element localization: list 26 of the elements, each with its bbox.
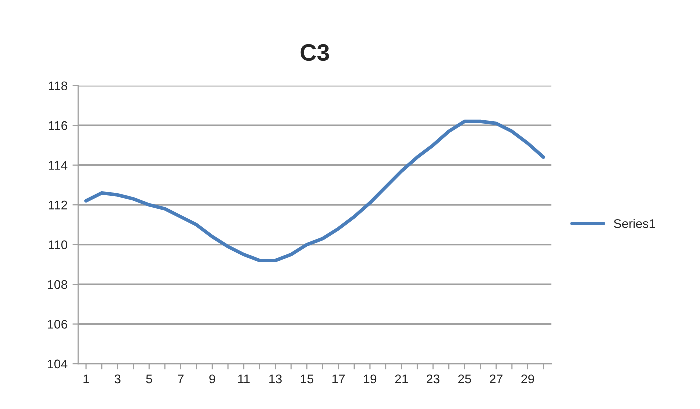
y-tick-label: 110 — [49, 240, 68, 250]
x-tick-label: 1 — [84, 374, 90, 384]
x-tick-label: 27 — [490, 374, 503, 384]
x-tick-label: 11 — [238, 374, 250, 384]
y-tick-label: 114 — [49, 161, 68, 170]
chart-title: C3 — [300, 44, 330, 62]
x-tick-label: 25 — [458, 374, 472, 384]
x-tick-label: 7 — [178, 374, 184, 384]
x-tick-label: 3 — [114, 374, 121, 384]
legend-label: Series1 — [614, 219, 656, 228]
y-tick-label: 112 — [49, 200, 68, 210]
x-tick-label: 19 — [364, 374, 377, 384]
y-tick-label: 116 — [49, 121, 68, 130]
x-tick-label: 17 — [332, 374, 345, 384]
y-tick-label: 118 — [49, 82, 68, 91]
y-tick-label: 104 — [48, 360, 68, 369]
x-tick-label: 15 — [301, 374, 314, 384]
y-tick-label: 106 — [48, 320, 68, 329]
x-tick-label: 23 — [426, 374, 440, 384]
x-tick-label: 29 — [522, 374, 534, 384]
x-tick-label: 13 — [270, 374, 282, 384]
x-tick-label: 5 — [146, 374, 152, 384]
line-series — [84, 120, 546, 262]
y-tick-label: 108 — [48, 280, 68, 290]
x-tick-label: 9 — [210, 374, 216, 384]
x-tick-label: 21 — [395, 374, 408, 384]
